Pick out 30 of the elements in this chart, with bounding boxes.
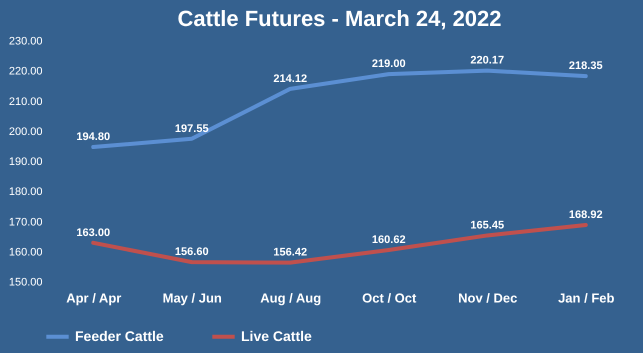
y-tick-label: 190.00 — [8, 156, 42, 168]
y-tick-label: 230.00 — [8, 36, 42, 48]
y-tick-label: 210.00 — [8, 96, 42, 108]
legend-label: Feeder Cattle — [75, 328, 164, 344]
y-tick-label: 220.00 — [8, 66, 42, 78]
y-tick-label: 180.00 — [8, 186, 42, 198]
data-label: 165.45 — [470, 219, 504, 232]
x-tick-label: Aug / Aug — [260, 290, 322, 306]
data-label: 220.17 — [470, 54, 504, 67]
data-label: 163.00 — [76, 226, 110, 239]
data-label: 160.62 — [372, 234, 406, 246]
x-tick-label: Apr / Apr — [66, 290, 122, 306]
chart-title: Cattle Futures - March 24, 2022 — [177, 6, 502, 31]
data-label: 168.92 — [568, 209, 603, 222]
data-label: 156.60 — [174, 246, 209, 258]
legend-label: Live Cattle — [241, 328, 312, 344]
y-tick-label: 200.00 — [8, 126, 42, 138]
y-tick-label: 170.00 — [8, 216, 42, 228]
y-tick-label: 160.00 — [8, 246, 42, 258]
data-label: 219.00 — [372, 58, 406, 70]
x-tick-label: Oct / Oct — [362, 290, 418, 306]
data-label: 197.55 — [174, 122, 209, 135]
x-tick-label: Jan / Feb — [558, 290, 614, 306]
y-tick-label: 150.00 — [8, 276, 42, 288]
data-label: 194.80 — [76, 131, 110, 144]
data-label: 218.35 — [568, 60, 603, 72]
data-label: 156.42 — [273, 246, 308, 259]
data-label: 214.12 — [273, 72, 308, 85]
x-tick-label: May / Jun — [162, 290, 222, 306]
x-tick-label: Nov / Dec — [458, 290, 518, 306]
